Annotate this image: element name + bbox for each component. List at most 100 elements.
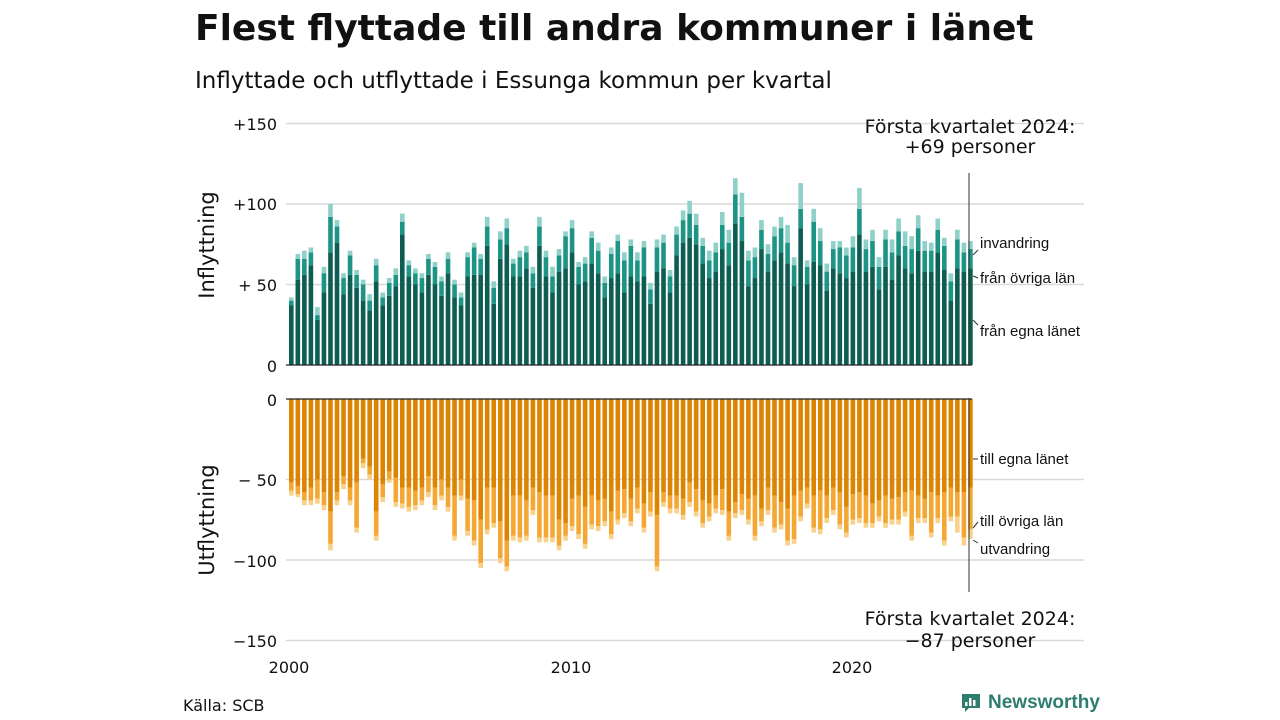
bar-out-egna xyxy=(530,399,536,488)
bar-out-utvandring xyxy=(772,527,777,533)
bar-in-egna xyxy=(811,261,816,365)
bar-in-egna xyxy=(426,274,431,365)
bar-out-utvandring xyxy=(432,505,438,511)
bar-in-egna xyxy=(341,294,346,365)
bar-in-egna xyxy=(942,270,947,365)
bar-in-egna xyxy=(445,273,451,365)
bar-out-ovriga xyxy=(308,487,314,501)
bar-out-utvandring xyxy=(347,500,353,506)
bar-out-ovriga xyxy=(804,487,810,504)
bar-out-ovriga xyxy=(373,511,379,536)
bar-in-egna xyxy=(628,276,634,365)
bar-in-ovriga xyxy=(811,221,816,262)
bar-in-egna xyxy=(576,284,581,365)
bar-out-ovriga xyxy=(556,519,562,546)
bar-out-egna xyxy=(674,399,679,496)
bar-out-egna xyxy=(576,399,581,496)
bar-in-ovriga xyxy=(334,226,340,243)
bar-in-egna xyxy=(622,292,627,365)
bar-in-ovriga xyxy=(693,224,699,245)
bar-in-egna xyxy=(452,297,457,365)
bar-out-utvandring xyxy=(909,535,914,541)
bar-in-invandring xyxy=(569,220,575,229)
bar-out-egna xyxy=(876,399,882,501)
bar-in-ovriga xyxy=(315,315,320,320)
bar-out-egna xyxy=(719,399,725,490)
bar-out-egna xyxy=(641,399,647,504)
bar-out-egna xyxy=(857,399,862,493)
bar-out-utvandring xyxy=(830,510,836,515)
bar-out-ovriga xyxy=(400,487,405,504)
bar-out-ovriga xyxy=(452,495,457,536)
bar-out-utvandring xyxy=(576,534,581,540)
bar-out-egna xyxy=(850,399,856,494)
bar-in-invandring xyxy=(419,273,425,279)
bar-in-egna xyxy=(857,234,862,365)
bar-in-invandring xyxy=(295,253,301,259)
bar-in-egna xyxy=(367,310,372,365)
bar-in-ovriga xyxy=(504,228,510,245)
bar-in-invandring xyxy=(386,278,392,283)
bar-out-utvandring xyxy=(328,543,333,551)
newsworthy-logo[interactable]: Newsworthy xyxy=(960,692,1100,714)
bar-out-egna xyxy=(445,399,451,488)
bar-out-ovriga xyxy=(850,493,856,520)
bar-out-ovriga xyxy=(354,482,359,528)
bar-out-utvandring xyxy=(733,513,738,519)
bar-in-ovriga xyxy=(517,257,523,277)
bar-in-ovriga xyxy=(615,241,621,274)
bar-out-egna xyxy=(432,399,438,488)
bar-in-invandring xyxy=(837,241,843,248)
bar-out-ovriga xyxy=(360,458,366,464)
bar-in-invandring xyxy=(315,307,320,316)
bar-out-ovriga xyxy=(628,498,634,522)
bar-out-ovriga xyxy=(785,508,790,541)
bar-out-utvandring xyxy=(406,506,412,512)
bar-out-utvandring xyxy=(896,519,901,525)
bar-out-utvandring xyxy=(817,529,823,535)
bar-out-ovriga xyxy=(465,498,470,532)
chart-title: Flest flyttade till andra kommuner i län… xyxy=(195,8,1034,49)
bar-out-utvandring xyxy=(491,522,497,528)
bar-in-invandring xyxy=(765,244,771,254)
bar-in-invandring xyxy=(334,220,340,227)
bar-in-invandring xyxy=(347,250,353,256)
annotation-top-line1: Första kvartalet 2024: xyxy=(865,116,1076,138)
bar-in-invandring xyxy=(478,253,483,259)
bar-out-ovriga xyxy=(315,479,320,499)
bar-out-egna xyxy=(543,399,549,496)
bar-out-egna xyxy=(752,399,758,496)
bar-out-egna xyxy=(948,399,954,488)
bar-out-utvandring xyxy=(367,474,372,480)
bar-out-egna xyxy=(680,399,686,499)
bar-out-egna xyxy=(452,399,457,496)
bar-in-invandring xyxy=(942,237,947,246)
bar-in-ovriga xyxy=(876,266,882,290)
bar-in-egna xyxy=(360,300,366,365)
bar-in-ovriga xyxy=(608,253,614,279)
bar-in-ovriga xyxy=(458,297,464,306)
bar-out-ovriga xyxy=(772,495,777,528)
bar-out-egna xyxy=(726,399,732,512)
bar-in-egna xyxy=(654,271,660,365)
bar-out-ovriga xyxy=(380,484,386,498)
bar-in-ovriga xyxy=(367,300,372,311)
bar-in-ovriga xyxy=(844,255,849,279)
legend-utvandring: utvandring xyxy=(980,541,1050,558)
bar-out-egna xyxy=(373,399,379,512)
bar-in-ovriga xyxy=(373,265,379,282)
bar-out-ovriga xyxy=(719,489,725,511)
bar-out-ovriga xyxy=(955,492,960,517)
bar-out-ovriga xyxy=(667,495,673,509)
bar-out-egna xyxy=(824,399,830,496)
bar-out-egna xyxy=(400,399,405,488)
bar-in-ovriga xyxy=(909,249,914,274)
x-tick-2000: 2000 xyxy=(269,658,310,677)
bar-out-ovriga xyxy=(922,498,928,519)
bar-in-ovriga xyxy=(400,221,405,235)
bar-in-ovriga xyxy=(961,252,967,272)
bar-out-ovriga xyxy=(550,495,555,538)
bar-out-egna xyxy=(302,399,307,493)
bar-in-ovriga xyxy=(550,276,555,293)
